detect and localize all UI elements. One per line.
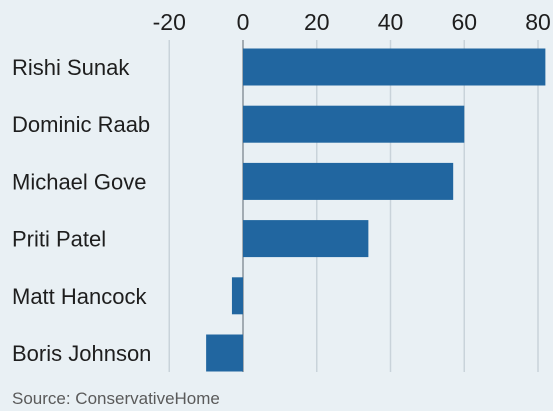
bar (243, 105, 465, 143)
category-labels: Rishi Sunak Dominic Raab Michael Gove Priti… (12, 55, 151, 366)
category-label: Dominic Raab (12, 112, 150, 137)
x-tick-label: 80 (525, 9, 551, 35)
category-label: Michael Gove (12, 169, 147, 194)
bar (231, 277, 243, 315)
bars (206, 48, 546, 372)
source-note: Source: ConservativeHome (12, 389, 220, 408)
bar (243, 48, 546, 86)
bar (243, 162, 454, 200)
x-tick-label: 40 (378, 9, 404, 35)
x-tick-label: 20 (304, 9, 330, 35)
bar (206, 334, 243, 372)
grid-lines (168, 40, 539, 372)
category-label: Priti Patel (12, 227, 106, 252)
x-tick-label: 60 (451, 9, 477, 35)
category-label: Rishi Sunak (12, 55, 130, 80)
category-label: Boris Johnson (12, 341, 151, 366)
x-tick-label: -20 (153, 9, 186, 35)
x-tick-labels: -20 0 20 40 60 80 (153, 9, 551, 35)
category-label: Matt Hancock (12, 284, 147, 309)
x-tick-label: 0 (237, 9, 250, 35)
bar (243, 220, 369, 258)
